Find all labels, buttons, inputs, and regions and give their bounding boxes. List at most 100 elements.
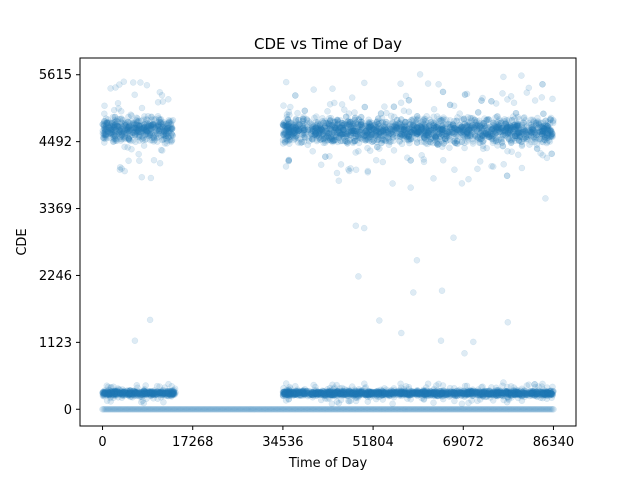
data-point <box>103 134 111 142</box>
data-point <box>101 110 108 118</box>
data-point <box>249 406 256 413</box>
data-point <box>395 406 403 413</box>
data-point <box>242 406 249 413</box>
data-point <box>469 406 477 413</box>
data-point <box>549 406 556 413</box>
data-point <box>130 391 137 398</box>
data-point <box>479 406 486 413</box>
data-point <box>382 406 389 413</box>
data-point <box>158 406 165 413</box>
data-point <box>317 161 325 169</box>
data-point <box>282 391 289 399</box>
data-point <box>490 406 497 413</box>
data-point <box>156 389 163 396</box>
data-point <box>472 406 479 413</box>
data-point <box>142 390 149 397</box>
data-point <box>131 91 138 99</box>
data-point <box>147 125 154 132</box>
data-point <box>106 388 113 396</box>
data-point <box>442 406 449 413</box>
data-point <box>106 391 113 399</box>
data-point <box>508 406 515 413</box>
data-point <box>156 389 164 396</box>
data-point <box>166 389 174 396</box>
data-point <box>291 406 298 413</box>
data-point <box>300 406 308 413</box>
data-point <box>143 406 151 413</box>
data-point <box>286 406 293 413</box>
data-point <box>539 406 546 413</box>
data-point <box>312 406 320 413</box>
data-point <box>117 406 124 413</box>
data-point <box>214 406 221 413</box>
data-point <box>388 406 395 413</box>
data-point <box>138 173 146 181</box>
data-point <box>352 390 360 397</box>
data-point <box>133 382 141 389</box>
data-point <box>226 406 233 413</box>
data-point <box>230 406 237 413</box>
data-point <box>371 406 379 413</box>
data-point <box>105 406 112 413</box>
data-point <box>153 406 160 413</box>
data-point <box>157 389 165 396</box>
data-point <box>146 406 153 413</box>
data-point <box>195 406 202 413</box>
data-point <box>114 122 121 130</box>
data-point <box>161 406 169 413</box>
data-point <box>99 406 106 413</box>
data-point <box>352 406 359 413</box>
data-point <box>324 406 332 413</box>
data-point <box>129 79 137 86</box>
data-point <box>496 406 503 413</box>
data-point <box>287 103 294 111</box>
data-point <box>479 145 487 152</box>
data-point <box>400 406 407 413</box>
data-point <box>427 406 435 413</box>
data-point <box>414 406 422 413</box>
data-point <box>136 406 143 413</box>
data-point <box>119 388 127 396</box>
data-point <box>125 157 132 165</box>
data-point <box>409 391 416 399</box>
data-point <box>456 406 464 413</box>
data-point <box>436 406 443 413</box>
data-point <box>407 406 414 413</box>
data-point <box>135 389 143 397</box>
data-point <box>451 397 458 405</box>
data-point <box>159 392 166 399</box>
data-point <box>104 406 111 413</box>
data-point <box>114 99 122 107</box>
data-point <box>110 406 117 413</box>
data-point <box>221 406 229 413</box>
data-point <box>271 406 279 413</box>
data-point <box>335 406 343 413</box>
data-point <box>104 123 112 130</box>
data-point <box>316 406 323 413</box>
data-point <box>125 389 133 397</box>
data-point <box>381 406 388 413</box>
data-point <box>534 406 542 413</box>
data-point <box>159 406 166 413</box>
data-point <box>116 166 124 174</box>
data-point <box>372 388 379 396</box>
data-point <box>99 389 107 396</box>
data-point <box>107 390 114 398</box>
data-point <box>544 406 551 413</box>
data-point <box>126 406 134 413</box>
data-point <box>134 115 141 122</box>
data-point <box>345 406 352 413</box>
data-point <box>343 406 351 413</box>
data-point <box>243 406 250 413</box>
data-point <box>131 406 139 413</box>
data-point <box>453 406 460 413</box>
data-point <box>383 406 391 413</box>
data-point <box>161 392 169 399</box>
data-point <box>520 406 527 413</box>
data-point <box>121 391 129 398</box>
data-point <box>117 108 125 115</box>
data-point <box>501 406 508 413</box>
data-point <box>447 406 454 413</box>
data-point <box>119 390 127 398</box>
data-point <box>244 406 251 413</box>
